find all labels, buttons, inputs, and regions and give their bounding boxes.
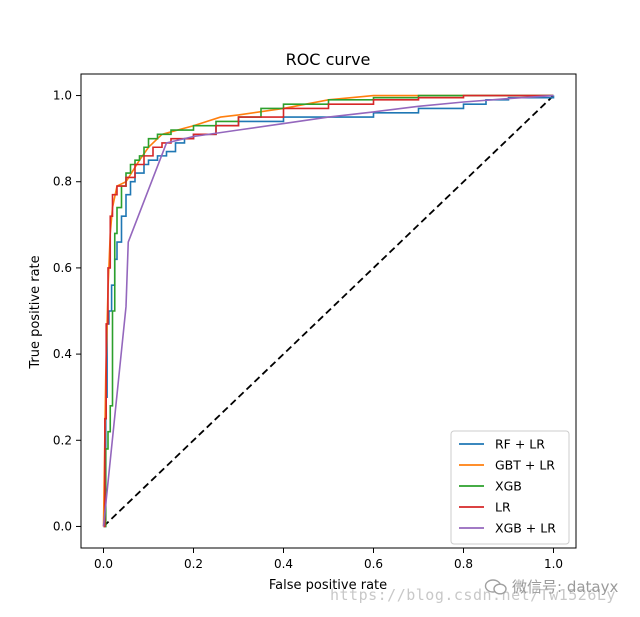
x-tick-label: 1.0 (544, 557, 563, 571)
legend-box (450, 430, 570, 545)
series-line-xgb (103, 94, 554, 528)
x-tick-label: 0.2 (184, 557, 203, 571)
watermark-brand: 微信号: datayx (484, 576, 618, 597)
series-lines (102, 94, 555, 528)
x-tick-label: 0.6 (364, 557, 383, 571)
y-tick-label: 0.4 (53, 347, 72, 361)
legend-label: XGB (495, 479, 522, 494)
series-line-xgb-lr (102, 94, 554, 527)
legend-label: RF + LR (495, 437, 545, 452)
y-tick-label: 1.0 (53, 89, 72, 103)
y-tick-label: 0.6 (53, 261, 72, 275)
series-line-lr (103, 94, 554, 528)
legend-label: XGB + LR (495, 521, 556, 536)
x-tick-label: 0.8 (454, 557, 473, 571)
y-axis-label: True positive rate (28, 255, 43, 369)
diagonal-reference-line (102, 94, 555, 528)
legend-label: LR (495, 500, 511, 515)
watermark-url: https://blog.csdn.net/Tw1526Ly (330, 586, 616, 604)
plot-frame (80, 73, 577, 549)
x-axis-label: False positive rate (269, 578, 387, 593)
legend: RF + LR GBT + LR XGB LR XGB + LR (450, 430, 570, 545)
y-tick-label: 0.8 (53, 175, 72, 189)
chart-title: ROC curve (286, 50, 371, 69)
wechat-icon (484, 578, 507, 595)
watermark-brand-text: 微信号: datayx (512, 578, 619, 596)
y-tick-label: 0.2 (53, 433, 72, 447)
x-tick-label: 0.0 (94, 557, 113, 571)
x-tick-label: 0.4 (274, 557, 293, 571)
y-tick-label: 0.0 (53, 519, 72, 533)
legend-label: GBT + LR (495, 458, 555, 473)
axis-ticks: 0.0 0.2 0.4 0.6 0.8 1.0 0.0 0.2 0.4 0.6 0.8 1.0 (53, 89, 563, 571)
